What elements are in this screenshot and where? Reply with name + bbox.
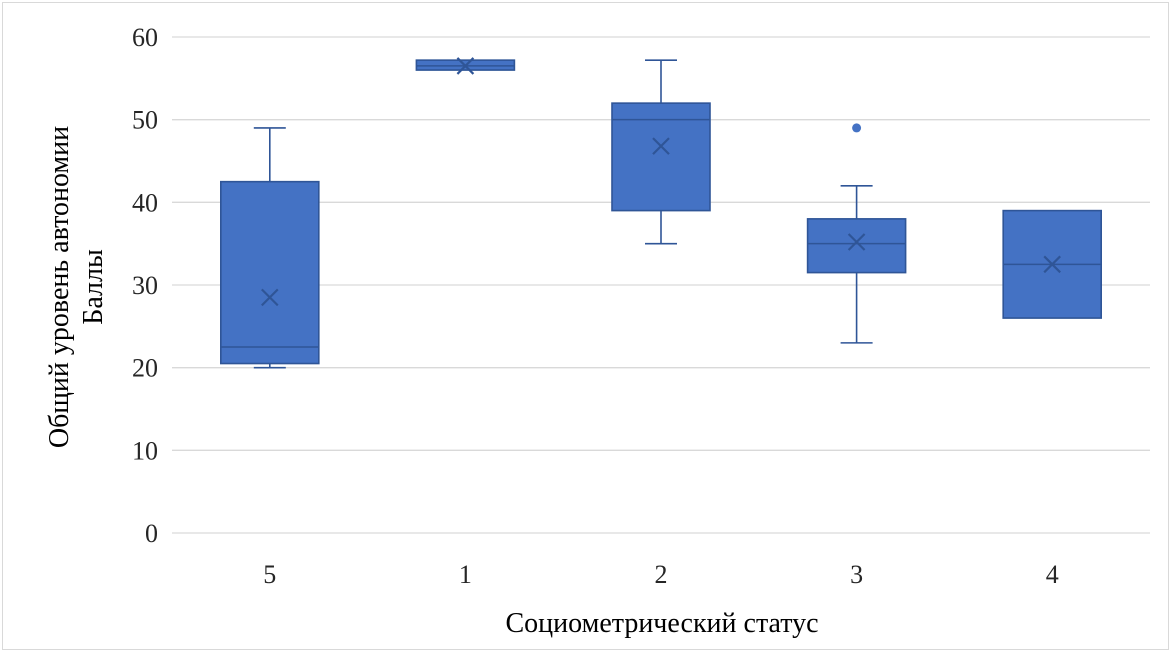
box-2: [611, 59, 711, 245]
mean-marker: [261, 288, 279, 307]
mean-marker: [847, 233, 866, 251]
y-tick-label-10: 10: [132, 436, 158, 465]
x-tick-label-3: 3: [850, 560, 863, 589]
box-iqr: [220, 180, 320, 365]
box-iqr: [806, 218, 907, 274]
y-tick-label-20: 20: [132, 354, 158, 383]
mean-marker: [652, 137, 670, 155]
x-tick-label-1: 1: [459, 560, 472, 589]
box-4: [1002, 209, 1103, 319]
y-axis-ticks: 0 10 20 30 40 50 60: [132, 23, 158, 548]
y-tick-label-40: 40: [132, 188, 158, 217]
mean-marker: [1043, 255, 1061, 274]
y-tick-label-30: 30: [132, 271, 158, 300]
box-iqr: [611, 102, 711, 212]
box-1: [415, 57, 516, 75]
box-3: [806, 123, 907, 344]
y-tick-label-60: 60: [132, 23, 158, 52]
y-axis-title-line-2: Баллы: [78, 249, 109, 325]
x-axis-title: Социометрический статус: [505, 608, 818, 639]
x-axis-ticks: 5 1 2 3 4: [263, 560, 1058, 589]
box-series: [220, 57, 1103, 369]
y-axis-title: Общий уровень автономии Баллы: [44, 126, 109, 448]
x-tick-label-5: 5: [263, 560, 276, 589]
box-5: [220, 127, 320, 369]
y-tick-label-50: 50: [132, 106, 158, 135]
y-tick-label-0: 0: [145, 519, 158, 548]
x-tick-label-2: 2: [655, 560, 668, 589]
y-axis-title-line-1: Общий уровень автономии: [44, 126, 75, 448]
x-tick-label-4: 4: [1046, 560, 1059, 589]
outlier-point-0: [852, 123, 862, 133]
mean-marker: [456, 57, 475, 75]
